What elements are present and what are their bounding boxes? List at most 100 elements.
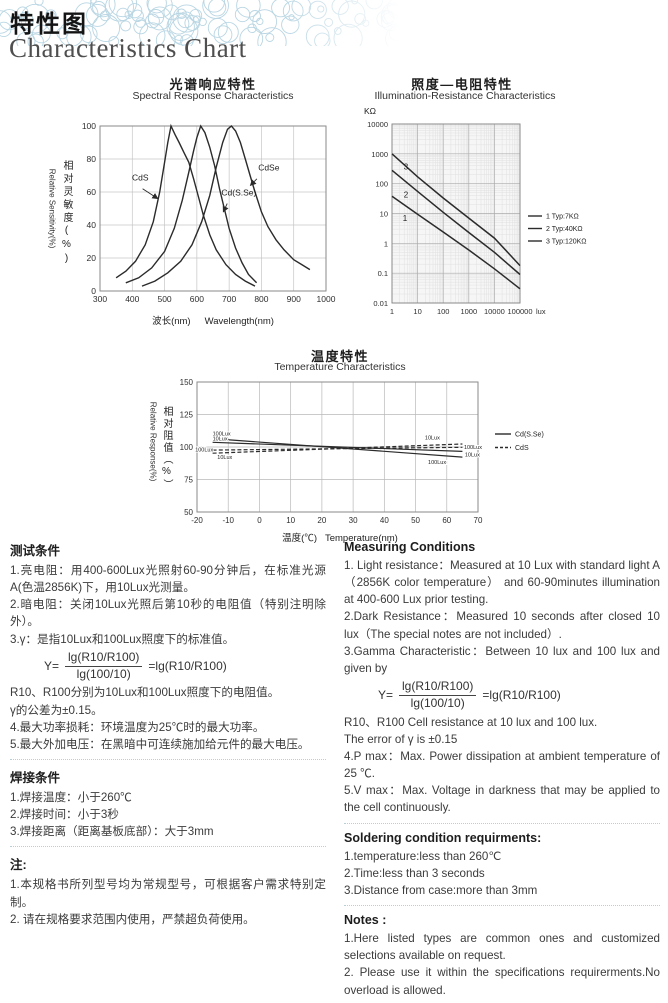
- page-title-zh: 特性图: [10, 11, 88, 38]
- svg-text:60: 60: [87, 187, 97, 197]
- svg-text:60: 60: [442, 516, 451, 525]
- condition-line: 2.Dark Resistance：Measured 10 seconds af…: [344, 610, 660, 641]
- svg-text:50: 50: [184, 508, 193, 517]
- temperature-characteristics-chart: 温度特性 Temperature Characteristics Relativ…: [70, 346, 618, 544]
- svg-text:100Lux: 100Lux: [428, 460, 446, 466]
- x-axis-label-zh: 波长(nm): [152, 316, 191, 327]
- measuring-conditions-zh: 测试条件 1.亮电阻：用400-600Lux光照射60-90分钟后，在标准光源A…: [10, 540, 326, 753]
- svg-text:100Lux: 100Lux: [464, 445, 482, 451]
- note-line: 2. Please use it within the specificatio…: [344, 966, 660, 997]
- section-divider: [344, 905, 660, 907]
- note-line: 1.Here listed types are common ones and …: [344, 932, 660, 963]
- y-axis-label-zh: 相对灵敏度(%): [61, 160, 72, 267]
- svg-text:125: 125: [180, 411, 194, 420]
- condition-line: 1.temperature:less than 260℃: [344, 849, 502, 863]
- svg-text:Cd(S.Se): Cd(S.Se): [221, 187, 256, 197]
- chart-title-en: Spectral Response Characteristics: [132, 90, 294, 102]
- svg-text:10Lux: 10Lux: [217, 455, 232, 461]
- svg-text:Cd(S.Se): Cd(S.Se): [515, 432, 544, 439]
- condition-line: 1. Light resistance：Measured at 10 Lux w…: [344, 559, 660, 607]
- svg-text:10: 10: [380, 210, 388, 219]
- section-title: 注:: [10, 858, 27, 873]
- note-line: 1.本规格书所列型号均为常规型号，可根据客户需求特别定制。: [10, 878, 326, 909]
- svg-text:10Lux: 10Lux: [213, 436, 228, 442]
- svg-text:100000: 100000: [507, 307, 532, 316]
- svg-text:1: 1: [390, 307, 394, 316]
- condition-line: 2.暗电阻：关闭10Lux光照后第10秒的电阻值（特别注明除外）。: [10, 598, 326, 629]
- column-en: Measuring Conditions 1. Light resistance…: [344, 540, 660, 1003]
- section-title: 焊接条件: [10, 771, 61, 785]
- y-axis-unit-label: KΩ: [364, 106, 377, 116]
- section-title: Soldering condition requirments:: [344, 830, 542, 845]
- measuring-conditions-en: Measuring Conditions 1. Light resistance…: [344, 540, 660, 817]
- svg-text:10Lux: 10Lux: [465, 452, 480, 458]
- gamma-formula: Y= lg(R10/R100) lg(100/10) =lg(R10/R100): [10, 650, 326, 682]
- svg-text:10: 10: [413, 307, 421, 316]
- svg-text:0: 0: [257, 516, 262, 525]
- page-title-en: Characteristics Chart: [9, 33, 247, 63]
- notes-zh: 注: 1.本规格书所列型号均为常规型号，可根据客户需求特别定制。 2. 请在规格…: [10, 854, 326, 927]
- text-sections: 测试条件 1.亮电阻：用400-600Lux光照射60-90分钟后，在标准光源A…: [10, 540, 660, 1003]
- section-divider: [10, 759, 326, 760]
- svg-text:100Lux: 100Lux: [195, 448, 213, 454]
- svg-text:600: 600: [190, 294, 204, 304]
- soldering-conditions-en: Soldering condition requirments: 1.tempe…: [344, 831, 660, 899]
- svg-text:20: 20: [87, 253, 97, 263]
- svg-text:10: 10: [286, 516, 295, 525]
- svg-text:1 Typ:7KΩ: 1 Typ:7KΩ: [546, 214, 579, 221]
- svg-text:500: 500: [157, 294, 171, 304]
- chart-title-zh: 光谱响应特性: [169, 77, 257, 92]
- condition-line: 5.V max：Max. Voltage in darkness that ma…: [344, 784, 660, 815]
- soldering-conditions-zh: 焊接条件 1.焊接温度：小于260℃ 2.焊接时间：小于3秒 3.焊接距离（距离…: [10, 767, 326, 840]
- svg-text:100: 100: [437, 307, 450, 316]
- svg-text:3 Typ:120KΩ: 3 Typ:120KΩ: [546, 239, 587, 246]
- svg-text:-20: -20: [191, 516, 203, 525]
- condition-line: 4.最大功率损耗：环境温度为25℃时的最大功率。: [10, 720, 265, 734]
- svg-text:400: 400: [125, 294, 139, 304]
- svg-text:10000: 10000: [367, 120, 388, 129]
- svg-text:30: 30: [349, 516, 358, 525]
- section-title: Measuring Conditions: [344, 540, 476, 554]
- illumination-resistance-chart: 照度—电阻特性 Illumination-Resistance Characte…: [350, 74, 662, 344]
- svg-text:2 Typ:40KΩ: 2 Typ:40KΩ: [546, 226, 583, 233]
- formula-lhs: Y=: [378, 688, 394, 703]
- svg-text:10Lux: 10Lux: [425, 436, 440, 442]
- section-title: 测试条件: [10, 544, 61, 558]
- y-axis-label-zh: 相对阻值（%）: [161, 406, 172, 491]
- svg-text:-10: -10: [222, 516, 234, 525]
- svg-text:1000: 1000: [460, 307, 477, 316]
- svg-text:1: 1: [403, 214, 408, 223]
- svg-text:100Lux: 100Lux: [213, 432, 231, 438]
- svg-text:100: 100: [375, 180, 388, 189]
- svg-text:lux: lux: [536, 307, 546, 316]
- svg-text:CdSe: CdSe: [258, 163, 280, 173]
- svg-text:100: 100: [82, 121, 96, 131]
- svg-text:700: 700: [222, 294, 236, 304]
- condition-line: R10、R100 Cell resistance at 10 lux and 1…: [344, 715, 598, 729]
- formula-rhs: =lg(R10/R100): [148, 659, 227, 674]
- x-axis-label-en: Temperature(nm): [324, 533, 398, 544]
- formula-numerator: lg(R10/R100): [65, 650, 143, 667]
- formula-fraction: lg(R10/R100) lg(100/10): [399, 679, 477, 711]
- svg-text:40: 40: [87, 220, 97, 230]
- formula-fraction: lg(R10/R100) lg(100/10): [65, 650, 143, 682]
- section-divider: [10, 846, 326, 848]
- condition-line: 3.焊接距离（距离基板底部）：大于3mm: [10, 825, 214, 839]
- formula-numerator: lg(R10/R100): [399, 679, 477, 696]
- svg-text:40: 40: [380, 516, 389, 525]
- x-axis-label-en: Wavelength(nm): [204, 316, 274, 327]
- svg-text:100: 100: [180, 443, 194, 452]
- condition-line: 3.Distance from case:more than 3mm: [344, 883, 538, 897]
- x-axis-label: 波长(nm) Wavelength(nm): [45, 313, 345, 327]
- svg-text:80: 80: [87, 154, 97, 164]
- svg-text:CdS: CdS: [132, 172, 149, 182]
- svg-text:10000: 10000: [484, 307, 505, 316]
- spectral-response-chart: 光谱响应特性 Spectral Response Characteristics…: [45, 74, 345, 342]
- svg-text:70: 70: [474, 516, 483, 525]
- x-axis-label-zh: 温度(℃): [282, 533, 317, 544]
- condition-line: 3.γ：是指10Lux和100Lux照度下的标准值。: [10, 632, 235, 646]
- condition-line: 2.焊接时间：小于3秒: [10, 808, 119, 822]
- svg-text:CdS: CdS: [515, 445, 529, 452]
- condition-line: 4.P max：Max. Power dissipation at ambien…: [344, 750, 660, 781]
